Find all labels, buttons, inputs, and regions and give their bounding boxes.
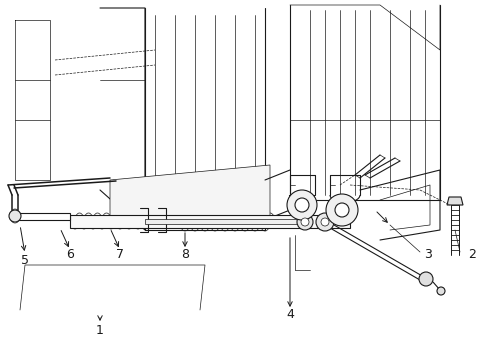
Circle shape xyxy=(335,203,349,217)
Text: 8: 8 xyxy=(181,248,189,261)
Polygon shape xyxy=(15,213,70,220)
Polygon shape xyxy=(447,197,463,205)
Circle shape xyxy=(287,190,317,220)
Circle shape xyxy=(301,218,309,226)
Polygon shape xyxy=(110,165,270,220)
Circle shape xyxy=(9,210,21,222)
Text: 7: 7 xyxy=(116,248,124,261)
Circle shape xyxy=(316,213,334,231)
Circle shape xyxy=(321,218,329,226)
Text: 3: 3 xyxy=(424,248,432,261)
Circle shape xyxy=(297,214,313,230)
Circle shape xyxy=(295,198,309,212)
Text: 6: 6 xyxy=(66,248,74,261)
Circle shape xyxy=(419,272,433,286)
Circle shape xyxy=(326,194,358,226)
Polygon shape xyxy=(70,215,350,228)
Circle shape xyxy=(437,287,445,295)
Text: 4: 4 xyxy=(286,309,294,321)
Text: 1: 1 xyxy=(96,324,104,337)
Polygon shape xyxy=(145,219,305,224)
Text: 2: 2 xyxy=(468,248,476,261)
Text: 5: 5 xyxy=(21,253,29,266)
